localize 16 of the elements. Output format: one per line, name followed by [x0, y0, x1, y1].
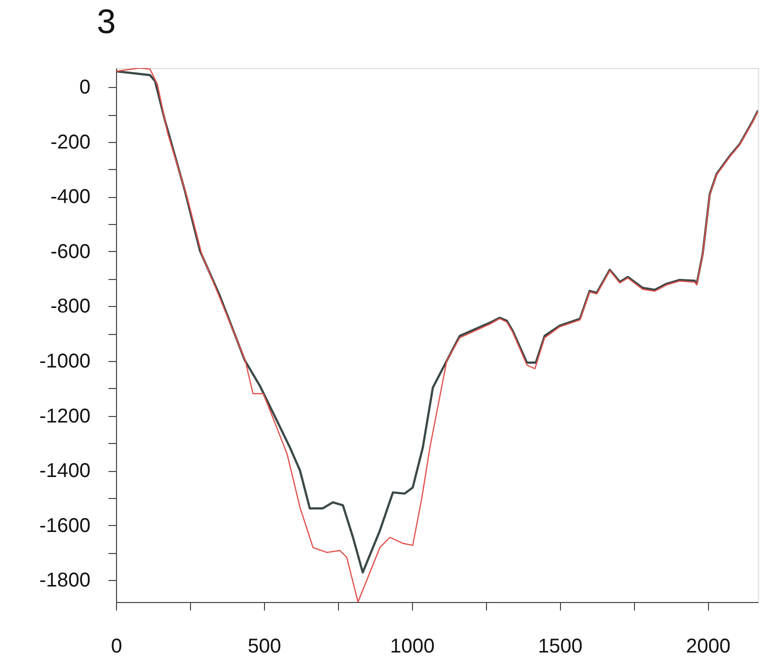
- x-tick-label: 1500: [538, 636, 583, 658]
- y-tick-label: -1800: [39, 570, 90, 592]
- x-tick-label: 2000: [686, 636, 730, 658]
- y-tick-label: -1400: [39, 460, 90, 482]
- y-tick-label: -600: [50, 240, 90, 263]
- y-tick-label: -800: [50, 296, 90, 318]
- y-tick-label: -1000: [39, 350, 90, 373]
- y-tick-label: -1600: [39, 514, 90, 537]
- x-tick-label: 0: [110, 636, 122, 658]
- y-tick-label: -200: [50, 131, 90, 154]
- x-tick-label: 1000: [390, 636, 435, 658]
- y-tick-label: 0: [79, 76, 90, 99]
- y-tick-label: -1200: [39, 405, 90, 428]
- y-tick-label: -400: [50, 186, 90, 208]
- chart-title: 3: [96, 3, 116, 41]
- x-tick-label: 500: [248, 636, 282, 658]
